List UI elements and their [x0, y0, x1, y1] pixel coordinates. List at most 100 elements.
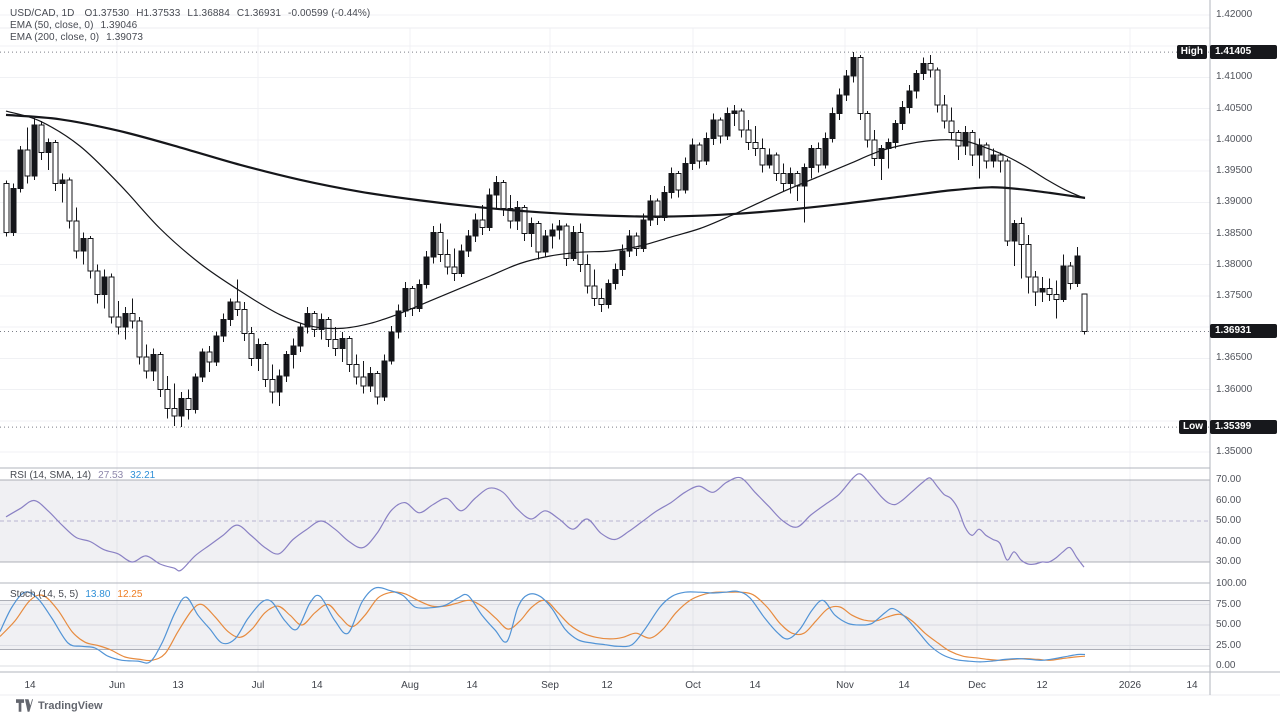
candle-down: [1025, 244, 1032, 278]
candle-down: [717, 119, 724, 137]
tradingview-logo[interactable]: TradingView: [16, 699, 103, 712]
candle-up: [801, 166, 808, 187]
candle-up: [465, 235, 472, 252]
candle-down: [1018, 223, 1025, 246]
candle-up: [381, 360, 388, 398]
candle-down: [444, 254, 451, 268]
time-axis-label: 13: [172, 680, 184, 691]
candle-up: [192, 376, 199, 411]
candle-up: [1074, 255, 1081, 284]
close-value: C1.36931: [236, 8, 282, 19]
high-tag-label: High: [1176, 45, 1207, 59]
candle-down: [3, 183, 10, 233]
candle-up: [556, 225, 563, 231]
candle-down: [332, 339, 339, 349]
candle-up: [1011, 223, 1018, 242]
candle-down: [248, 332, 255, 359]
candle-up: [850, 56, 857, 77]
candle-up: [570, 231, 577, 259]
ema50-legend[interactable]: EMA (50, close, 0) 1.39046: [10, 20, 144, 31]
candle-up: [220, 319, 227, 337]
price-axis-label: 1.41000: [1216, 71, 1253, 83]
candle-up: [892, 123, 899, 143]
candle-up: [150, 354, 157, 372]
stoch-axis-label: 50.00: [1216, 619, 1242, 630]
candle-up: [199, 351, 206, 378]
candle-down: [311, 312, 318, 331]
stoch-k-line[interactable]: [0, 586, 1086, 664]
candles-layer[interactable]: [3, 52, 1088, 428]
symbol-legend[interactable]: USD/CAD, 1D O1.37530 H1.37533 L1.36884 C1.36…: [10, 8, 377, 19]
candle-up: [787, 173, 794, 185]
candle-up: [101, 276, 108, 296]
candle-up: [430, 231, 437, 258]
candle-up: [213, 335, 220, 363]
candle-down: [437, 231, 444, 256]
candle-down: [857, 56, 864, 115]
candle-up: [626, 235, 633, 252]
candle-up: [549, 229, 556, 237]
time-axis-label: 14: [24, 680, 36, 691]
last-price-tag: 1.36931: [1210, 324, 1277, 338]
ema200-legend[interactable]: EMA (200, close, 0) 1.39073: [10, 32, 150, 43]
ema200-line[interactable]: [5, 113, 1086, 218]
rsi-axis-label: 60.00: [1216, 494, 1242, 506]
candle-up: [703, 138, 710, 162]
rsi-line[interactable]: [5, 473, 1085, 572]
last-tag-value: 1.36931: [1210, 324, 1277, 338]
candle-up: [486, 194, 493, 228]
candle-up: [962, 131, 969, 147]
candle-up: [227, 301, 234, 321]
candle-down: [52, 141, 59, 185]
candle-down: [591, 285, 598, 299]
candle-up: [276, 375, 283, 393]
candle-up: [808, 148, 815, 168]
candle-down: [94, 270, 101, 296]
candle-down: [927, 63, 934, 71]
low-tag-label: Low: [1179, 420, 1207, 434]
tradingview-logo-text: TradingView: [38, 699, 103, 712]
candle-up: [283, 354, 290, 377]
candle-down: [1046, 287, 1053, 296]
price-marker-lines: [0, 51, 1210, 428]
candle-up: [682, 163, 689, 191]
candle-up: [423, 256, 430, 286]
candle-up: [528, 223, 535, 235]
candle-down: [738, 110, 745, 131]
ema50-line[interactable]: [5, 110, 1086, 330]
candle-up: [899, 106, 906, 125]
price-axis-label: 1.36000: [1216, 383, 1253, 395]
candle-down: [451, 266, 458, 274]
candle-down: [934, 69, 941, 106]
candle-down: [38, 124, 45, 153]
time-axis-label: Oct: [685, 680, 701, 691]
symbol-title: USD/CAD, 1D: [10, 8, 75, 19]
candle-down: [171, 407, 178, 417]
candle-up: [45, 141, 52, 153]
candle-down: [983, 144, 990, 162]
candle-down: [164, 389, 171, 409]
time-axis-label: 14: [1186, 680, 1198, 691]
candle-up: [472, 219, 479, 237]
stoch-axis-label: 75.00: [1216, 598, 1242, 610]
candle-down: [360, 376, 367, 387]
candle-up: [31, 124, 38, 177]
candle-up: [388, 331, 395, 362]
stoch-legend[interactable]: Stoch (14, 5, 5) 13.80 12.25: [10, 589, 149, 600]
candle-down: [206, 351, 213, 363]
time-axis-label: 14: [311, 680, 323, 691]
stoch-d-line[interactable]: [0, 591, 1086, 662]
rsi-legend[interactable]: RSI (14, SMA, 14) 27.53 32.21: [10, 470, 162, 481]
candle-up: [178, 397, 185, 417]
candle-down: [752, 141, 759, 150]
candle-down: [108, 276, 115, 318]
candle-down: [325, 319, 332, 341]
candle-up: [605, 282, 612, 306]
candle-up: [255, 344, 262, 359]
rsi-ma-value: 32.21: [130, 470, 156, 481]
candle-up: [367, 372, 374, 387]
candle-up: [661, 191, 668, 218]
candle-up: [829, 113, 836, 140]
stoch-axis-label: 0.00: [1216, 660, 1236, 671]
